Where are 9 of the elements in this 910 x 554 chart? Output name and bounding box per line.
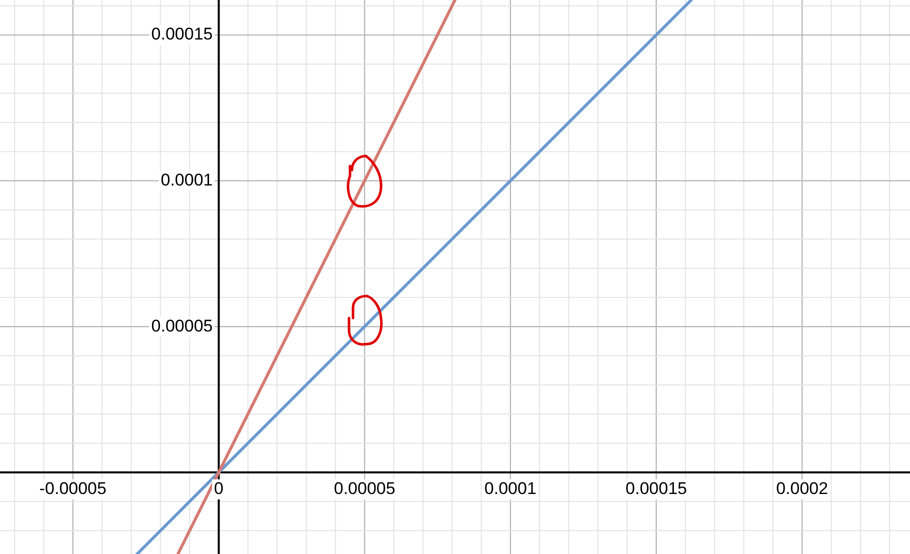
y-tick-label: 0.0001: [160, 170, 213, 190]
y-tick-label: 0.00015: [151, 24, 213, 44]
x-tick-label: 0: [214, 479, 224, 498]
x-tick-label: 0.00005: [334, 479, 396, 498]
x-tick-label: -0.00005: [39, 479, 106, 498]
x-tick-label: 0.0002: [776, 479, 828, 498]
y-tick-label: 0.00005: [151, 316, 213, 336]
x-tick-label: 0.00015: [626, 479, 687, 498]
x-tick-label: 0.0001: [484, 479, 536, 498]
